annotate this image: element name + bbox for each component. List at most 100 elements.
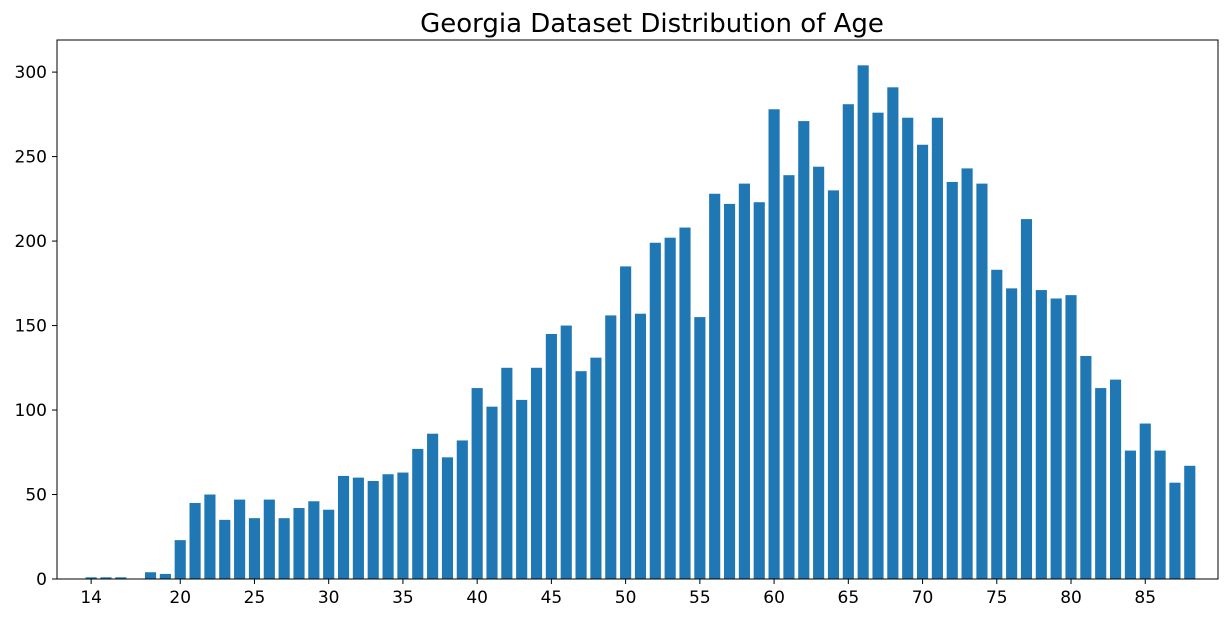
x-tick-label: 75	[986, 588, 1008, 608]
bar-age-80	[1065, 295, 1077, 579]
bar-age-54	[679, 227, 691, 580]
x-tick-label: 50	[615, 588, 637, 608]
plot-frame	[56, 39, 1219, 580]
bar-age-62	[798, 121, 810, 579]
bar-age-77	[1020, 219, 1033, 579]
x-tick-label: 20	[169, 588, 191, 608]
x-tick-label: 55	[689, 588, 711, 608]
bar-age-72	[946, 181, 958, 579]
bar-age-74	[976, 183, 988, 579]
bars-group	[85, 65, 1196, 580]
bar-age-39	[456, 440, 468, 579]
bar-age-37	[427, 433, 439, 579]
y-tick-label: 100	[15, 401, 47, 421]
bar-age-73	[961, 168, 973, 579]
bar-age-27	[278, 518, 290, 579]
bar-age-64	[827, 190, 840, 579]
y-tick-label: 200	[15, 232, 47, 252]
bar-age-20	[174, 540, 186, 579]
x-tick-label: 65	[838, 588, 860, 608]
bar-age-36	[412, 448, 424, 579]
bar-age-47	[575, 371, 587, 579]
y-axis-ticks: 0 50 100 150 200 250 300	[15, 63, 57, 590]
bar-age-22	[204, 494, 216, 579]
bar-age-21	[189, 502, 201, 579]
bar-age-76	[1006, 288, 1018, 579]
bar-age-24	[234, 499, 246, 579]
bar-age-66	[857, 65, 869, 580]
bar-age-44	[530, 367, 543, 579]
bar-age-67	[872, 112, 884, 579]
bar-age-26	[263, 499, 275, 579]
bar-age-42	[501, 367, 513, 579]
bar-age-84	[1124, 450, 1136, 579]
bar-age-19	[159, 573, 171, 579]
bar-age-57	[723, 203, 736, 579]
x-tick-label: 80	[1060, 588, 1082, 608]
bar-age-88	[1184, 465, 1196, 579]
bar-age-81	[1080, 355, 1092, 579]
bar-age-43	[516, 399, 528, 579]
bar-age-23	[219, 519, 231, 579]
x-tick-label: 14	[80, 588, 102, 608]
x-tick-label: 30	[318, 588, 340, 608]
bar-age-14	[85, 577, 97, 579]
bar-age-18	[144, 572, 157, 579]
bar-age-69	[902, 117, 914, 579]
bar-age-33	[367, 481, 379, 579]
x-tick-label: 35	[392, 588, 414, 608]
bar-age-55	[694, 317, 706, 579]
bar-age-51	[634, 313, 647, 579]
bar-age-41	[486, 406, 498, 579]
bar-age-79	[1050, 298, 1062, 579]
bar-age-45	[545, 334, 557, 579]
bar-age-31	[337, 475, 350, 579]
bar-age-16	[115, 577, 127, 579]
bar-age-85	[1139, 423, 1151, 579]
y-tick-label: 300	[15, 63, 47, 83]
bar-age-71	[931, 117, 943, 579]
bar-age-78	[1035, 290, 1047, 579]
bar-age-50	[620, 266, 632, 579]
bar-age-29	[308, 501, 320, 579]
bar-age-34	[382, 474, 394, 579]
bar-age-83	[1109, 379, 1122, 579]
bar-age-49	[605, 315, 617, 579]
bar-age-75	[991, 269, 1003, 579]
bar-age-35	[397, 472, 409, 579]
x-tick-label: 25	[244, 588, 266, 608]
bar-age-48	[590, 357, 602, 579]
bar-age-32	[352, 477, 364, 579]
bar-age-30	[323, 509, 335, 579]
bar-age-46	[560, 325, 572, 579]
y-tick-label: 250	[15, 148, 47, 168]
y-tick-label: 50	[25, 486, 47, 506]
bar-age-65	[842, 104, 854, 580]
bar-age-52	[649, 242, 661, 579]
bar-age-15	[100, 577, 112, 579]
x-axis-ticks: 14 20 25 30 35 40 45 50 55 60 65 70 75 80 85	[80, 579, 1156, 608]
bar-age-60	[768, 109, 780, 579]
x-tick-label: 60	[763, 588, 785, 608]
x-tick-label: 45	[541, 588, 563, 608]
bar-age-61	[783, 175, 795, 580]
y-tick-label: 150	[15, 317, 47, 337]
chart-title: Georgia Dataset Distribution of Age	[420, 9, 884, 39]
bar-age-38	[441, 457, 454, 579]
x-tick-label: 85	[1134, 588, 1156, 608]
bar-age-70	[916, 144, 929, 579]
bar-age-40	[471, 388, 483, 579]
bar-age-87	[1169, 482, 1181, 579]
bar-age-28	[293, 508, 305, 579]
bar-age-56	[709, 193, 721, 579]
bar-age-53	[664, 237, 676, 579]
y-tick-label: 0	[36, 570, 47, 590]
bar-age-59	[753, 202, 765, 579]
bar-age-63	[813, 166, 825, 579]
bar-age-86	[1154, 450, 1166, 579]
x-tick-label: 70	[912, 588, 934, 608]
bar-age-25	[248, 518, 261, 579]
x-tick-label: 40	[466, 588, 488, 608]
bar-age-58	[738, 183, 750, 579]
